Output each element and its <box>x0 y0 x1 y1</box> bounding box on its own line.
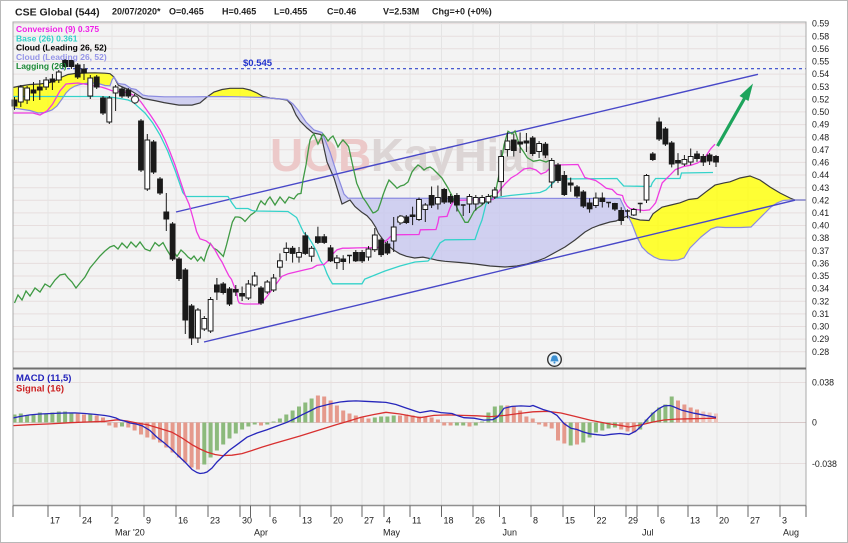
svg-text:0.48: 0.48 <box>812 132 829 142</box>
svg-text:0.47: 0.47 <box>812 145 829 155</box>
svg-text:0.55: 0.55 <box>812 57 829 67</box>
svg-text:Conversion (9) 0.375: Conversion (9) 0.375 <box>16 24 99 34</box>
svg-text:0.31: 0.31 <box>812 309 829 319</box>
svg-text:3: 3 <box>782 516 787 526</box>
svg-text:0.038: 0.038 <box>812 378 834 388</box>
svg-text:C=0.46: C=0.46 <box>327 7 356 17</box>
svg-text:30: 30 <box>242 516 252 526</box>
svg-text:0.34: 0.34 <box>812 284 829 294</box>
svg-text:Apr: Apr <box>254 528 268 538</box>
svg-text:0.32: 0.32 <box>812 296 829 306</box>
svg-text:4: 4 <box>386 516 391 526</box>
svg-text:CSE Global (544): CSE Global (544) <box>15 7 100 19</box>
svg-text:0.44: 0.44 <box>812 170 829 180</box>
svg-text:Signal (16): Signal (16) <box>16 384 64 395</box>
svg-text:6: 6 <box>660 516 665 526</box>
svg-text:0.50: 0.50 <box>812 107 829 117</box>
svg-text:O=0.465: O=0.465 <box>169 7 204 17</box>
svg-text:-0.038: -0.038 <box>812 459 837 469</box>
svg-text:24: 24 <box>82 516 92 526</box>
svg-text:0.49: 0.49 <box>812 120 829 130</box>
svg-text:0.59: 0.59 <box>812 19 829 29</box>
svg-text:15: 15 <box>565 516 575 526</box>
svg-text:Cloud (Leading 26, 52): Cloud (Leading 26, 52) <box>16 43 107 53</box>
svg-text:27: 27 <box>750 516 760 526</box>
svg-text:0.30: 0.30 <box>812 322 829 332</box>
svg-text:0.53: 0.53 <box>812 82 829 92</box>
svg-text:H=0.465: H=0.465 <box>222 7 256 17</box>
svg-text:26: 26 <box>475 516 485 526</box>
svg-text:0.40: 0.40 <box>812 221 829 231</box>
svg-text:0.35: 0.35 <box>812 271 829 281</box>
svg-text:0: 0 <box>812 418 817 428</box>
svg-text:6: 6 <box>272 516 277 526</box>
svg-text:20: 20 <box>719 516 729 526</box>
svg-text:MACD (11,5): MACD (11,5) <box>16 373 71 384</box>
svg-text:2: 2 <box>114 516 119 526</box>
svg-text:27: 27 <box>364 516 374 526</box>
svg-text:0.37: 0.37 <box>812 246 829 256</box>
svg-text:Aug: Aug <box>783 528 799 538</box>
svg-text:0.29: 0.29 <box>812 334 829 344</box>
svg-text:20: 20 <box>333 516 343 526</box>
svg-text:11: 11 <box>412 516 421 526</box>
svg-text:0.43: 0.43 <box>812 183 829 193</box>
svg-text:0.41: 0.41 <box>812 208 829 218</box>
svg-text:Base (26) 0.361: Base (26) 0.361 <box>16 33 78 43</box>
svg-text:23: 23 <box>210 516 220 526</box>
svg-text:17: 17 <box>50 516 60 526</box>
svg-text:0.38: 0.38 <box>812 233 829 243</box>
svg-text:$0.545: $0.545 <box>243 58 273 69</box>
svg-text:0.28: 0.28 <box>812 347 829 357</box>
svg-text:16: 16 <box>178 516 188 526</box>
svg-text:L=0.455: L=0.455 <box>274 7 307 17</box>
svg-text:0.42: 0.42 <box>812 195 829 205</box>
svg-text:Jun: Jun <box>503 528 518 538</box>
svg-text:Mar '20: Mar '20 <box>115 528 145 538</box>
svg-text:V=2.53M: V=2.53M <box>383 7 419 17</box>
svg-text:13: 13 <box>302 516 312 526</box>
svg-text:Lagging (26): Lagging (26) <box>16 61 67 71</box>
svg-text:9: 9 <box>146 516 151 526</box>
svg-text:8: 8 <box>533 516 538 526</box>
svg-text:0.36: 0.36 <box>812 259 829 269</box>
svg-text:22: 22 <box>597 516 607 526</box>
svg-text:Jul: Jul <box>642 528 654 538</box>
svg-text:0.58: 0.58 <box>812 31 829 41</box>
svg-text:0.52: 0.52 <box>812 94 829 104</box>
svg-text:1: 1 <box>502 516 507 526</box>
svg-text:18: 18 <box>444 516 454 526</box>
svg-text:Chg=+0 (+0%): Chg=+0 (+0%) <box>432 7 492 17</box>
svg-text:0.46: 0.46 <box>812 158 829 168</box>
svg-text:May: May <box>383 528 401 538</box>
svg-text:29: 29 <box>628 516 638 526</box>
svg-text:13: 13 <box>690 516 700 526</box>
svg-text:0.56: 0.56 <box>812 44 829 54</box>
svg-text:20/07/2020*: 20/07/2020* <box>112 7 161 17</box>
svg-text:0.54: 0.54 <box>812 69 829 79</box>
svg-text:Cloud (Leading 26, 52): Cloud (Leading 26, 52) <box>16 52 107 62</box>
